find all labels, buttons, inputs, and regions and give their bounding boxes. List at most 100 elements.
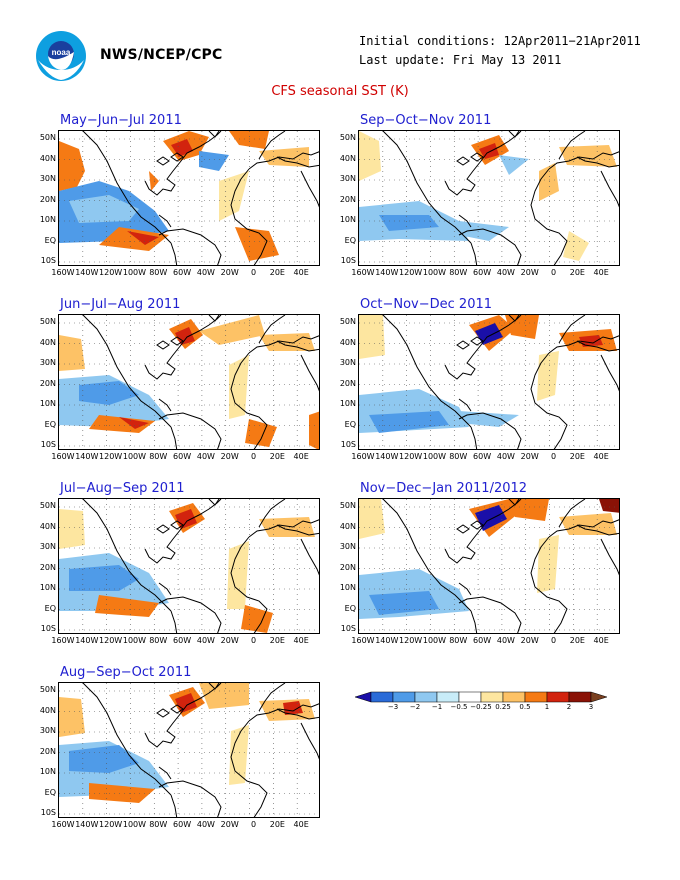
longitude-label: 120W [399,452,423,461]
longitude-label: 140W [375,268,399,277]
sst-map-jja [58,314,320,450]
longitude-label: 20W [220,636,239,645]
longitude-label: 0 [250,820,257,829]
anomaly-region [69,195,139,223]
coastline [458,412,522,449]
longitude-label: 80W [149,636,168,645]
latitude-label: 20N [39,378,56,388]
coastline [300,170,319,208]
legend-swatch [502,691,526,703]
longitude-label: 160W [51,452,75,461]
legend-swatch [370,691,394,703]
latitude-label: EQ [344,235,356,245]
panel-title-mjj: May−Jun−Jul 2011 [60,113,182,128]
coastline [300,538,319,576]
coastline [576,340,619,352]
latitude-label: 10N [39,215,56,224]
longitude-label: 80W [149,268,168,277]
longitude-label: 40W [196,268,215,277]
longitude-label: 40W [196,820,215,829]
longitude-label: 120W [99,452,123,461]
longitude-label: 100W [122,452,147,461]
anomaly-region [563,231,589,261]
longitude-label: 140W [75,452,99,461]
coastline [470,242,478,265]
coastline [444,315,522,380]
legend-swatch [414,691,438,703]
longitude-label: 100W [122,820,147,829]
coastline [508,131,520,138]
anomaly-region [69,745,139,773]
longitude-label: 40E [293,820,309,829]
latitude-label: EQ [44,419,56,429]
latitude-label: 50N [339,501,356,510]
anomaly-region [119,417,149,429]
noaa-logo: noaa [36,31,86,81]
sst-map-mjj [58,130,320,266]
legend-swatch [568,691,592,703]
sst-map-jas [58,498,320,634]
coastline [530,168,568,265]
coastline [508,315,520,322]
legend-label: −2 [409,703,421,711]
coastline [248,335,319,354]
coastline [158,412,222,449]
legend-arrow-low [354,691,372,703]
panel-title-jja: Jun−Jul−Aug 2011 [60,297,181,312]
longitude-label: 40E [593,636,609,645]
latitude-label: 30N [339,174,356,183]
coastline [144,499,222,564]
coastline [82,683,172,796]
coastline [456,340,470,350]
legend-label: −0.25 [470,703,492,711]
longitude-label: 20E [569,452,585,461]
anomaly-region [259,147,309,167]
legend-label: 3 [588,703,594,711]
latitude-label: 30N [339,542,356,551]
legend-swatch [436,691,460,703]
latitude-label: 50N [39,685,56,694]
coastline [230,352,268,449]
latitude-label: 40N [39,337,56,347]
longitude-label: 40W [496,636,515,645]
coastline [208,683,220,690]
longitude-label: 40W [496,452,515,461]
longitude-label: 40W [496,268,515,277]
coastline [248,703,319,722]
anomaly-region [359,315,385,359]
coastline [258,315,286,344]
last-update-text: Last update: Fri May 13 2011 [359,53,562,67]
longitude-label: 120W [99,268,123,277]
anomaly-region [369,411,449,433]
anomaly-region [479,143,499,159]
coastline [208,131,220,138]
anomaly-region [59,509,85,549]
longitude-label: 20E [569,268,585,277]
anomaly-region [79,381,139,405]
latitude-label: 40N [39,705,56,715]
latitude-label: 10S [340,624,356,633]
coastline [300,722,319,760]
longitude-label: 0 [250,452,257,461]
latitude-label: 40N [39,521,56,531]
coastline [456,156,470,166]
coastline [170,704,184,714]
longitude-label: 20E [269,636,285,645]
latitude-label: 20N [39,562,56,572]
panel-title-ndj: Nov−Dec−Jan 2011/2012 [360,481,528,496]
coastline [458,596,522,633]
coastline [470,152,484,162]
longitude-label: 100W [422,268,447,277]
coastline [382,499,472,612]
latitude-label: 10N [39,399,56,408]
sst-map-ndj [358,498,620,634]
coastline [558,131,586,160]
longitude-label: 40E [593,452,609,461]
coastline [548,519,619,538]
longitude-label: 160W [51,820,75,829]
legend-label: −1 [431,703,443,711]
latitude-label: 50N [339,133,356,142]
coastline [156,156,170,166]
coastline [458,582,472,596]
longitude-label: 0 [550,452,557,461]
